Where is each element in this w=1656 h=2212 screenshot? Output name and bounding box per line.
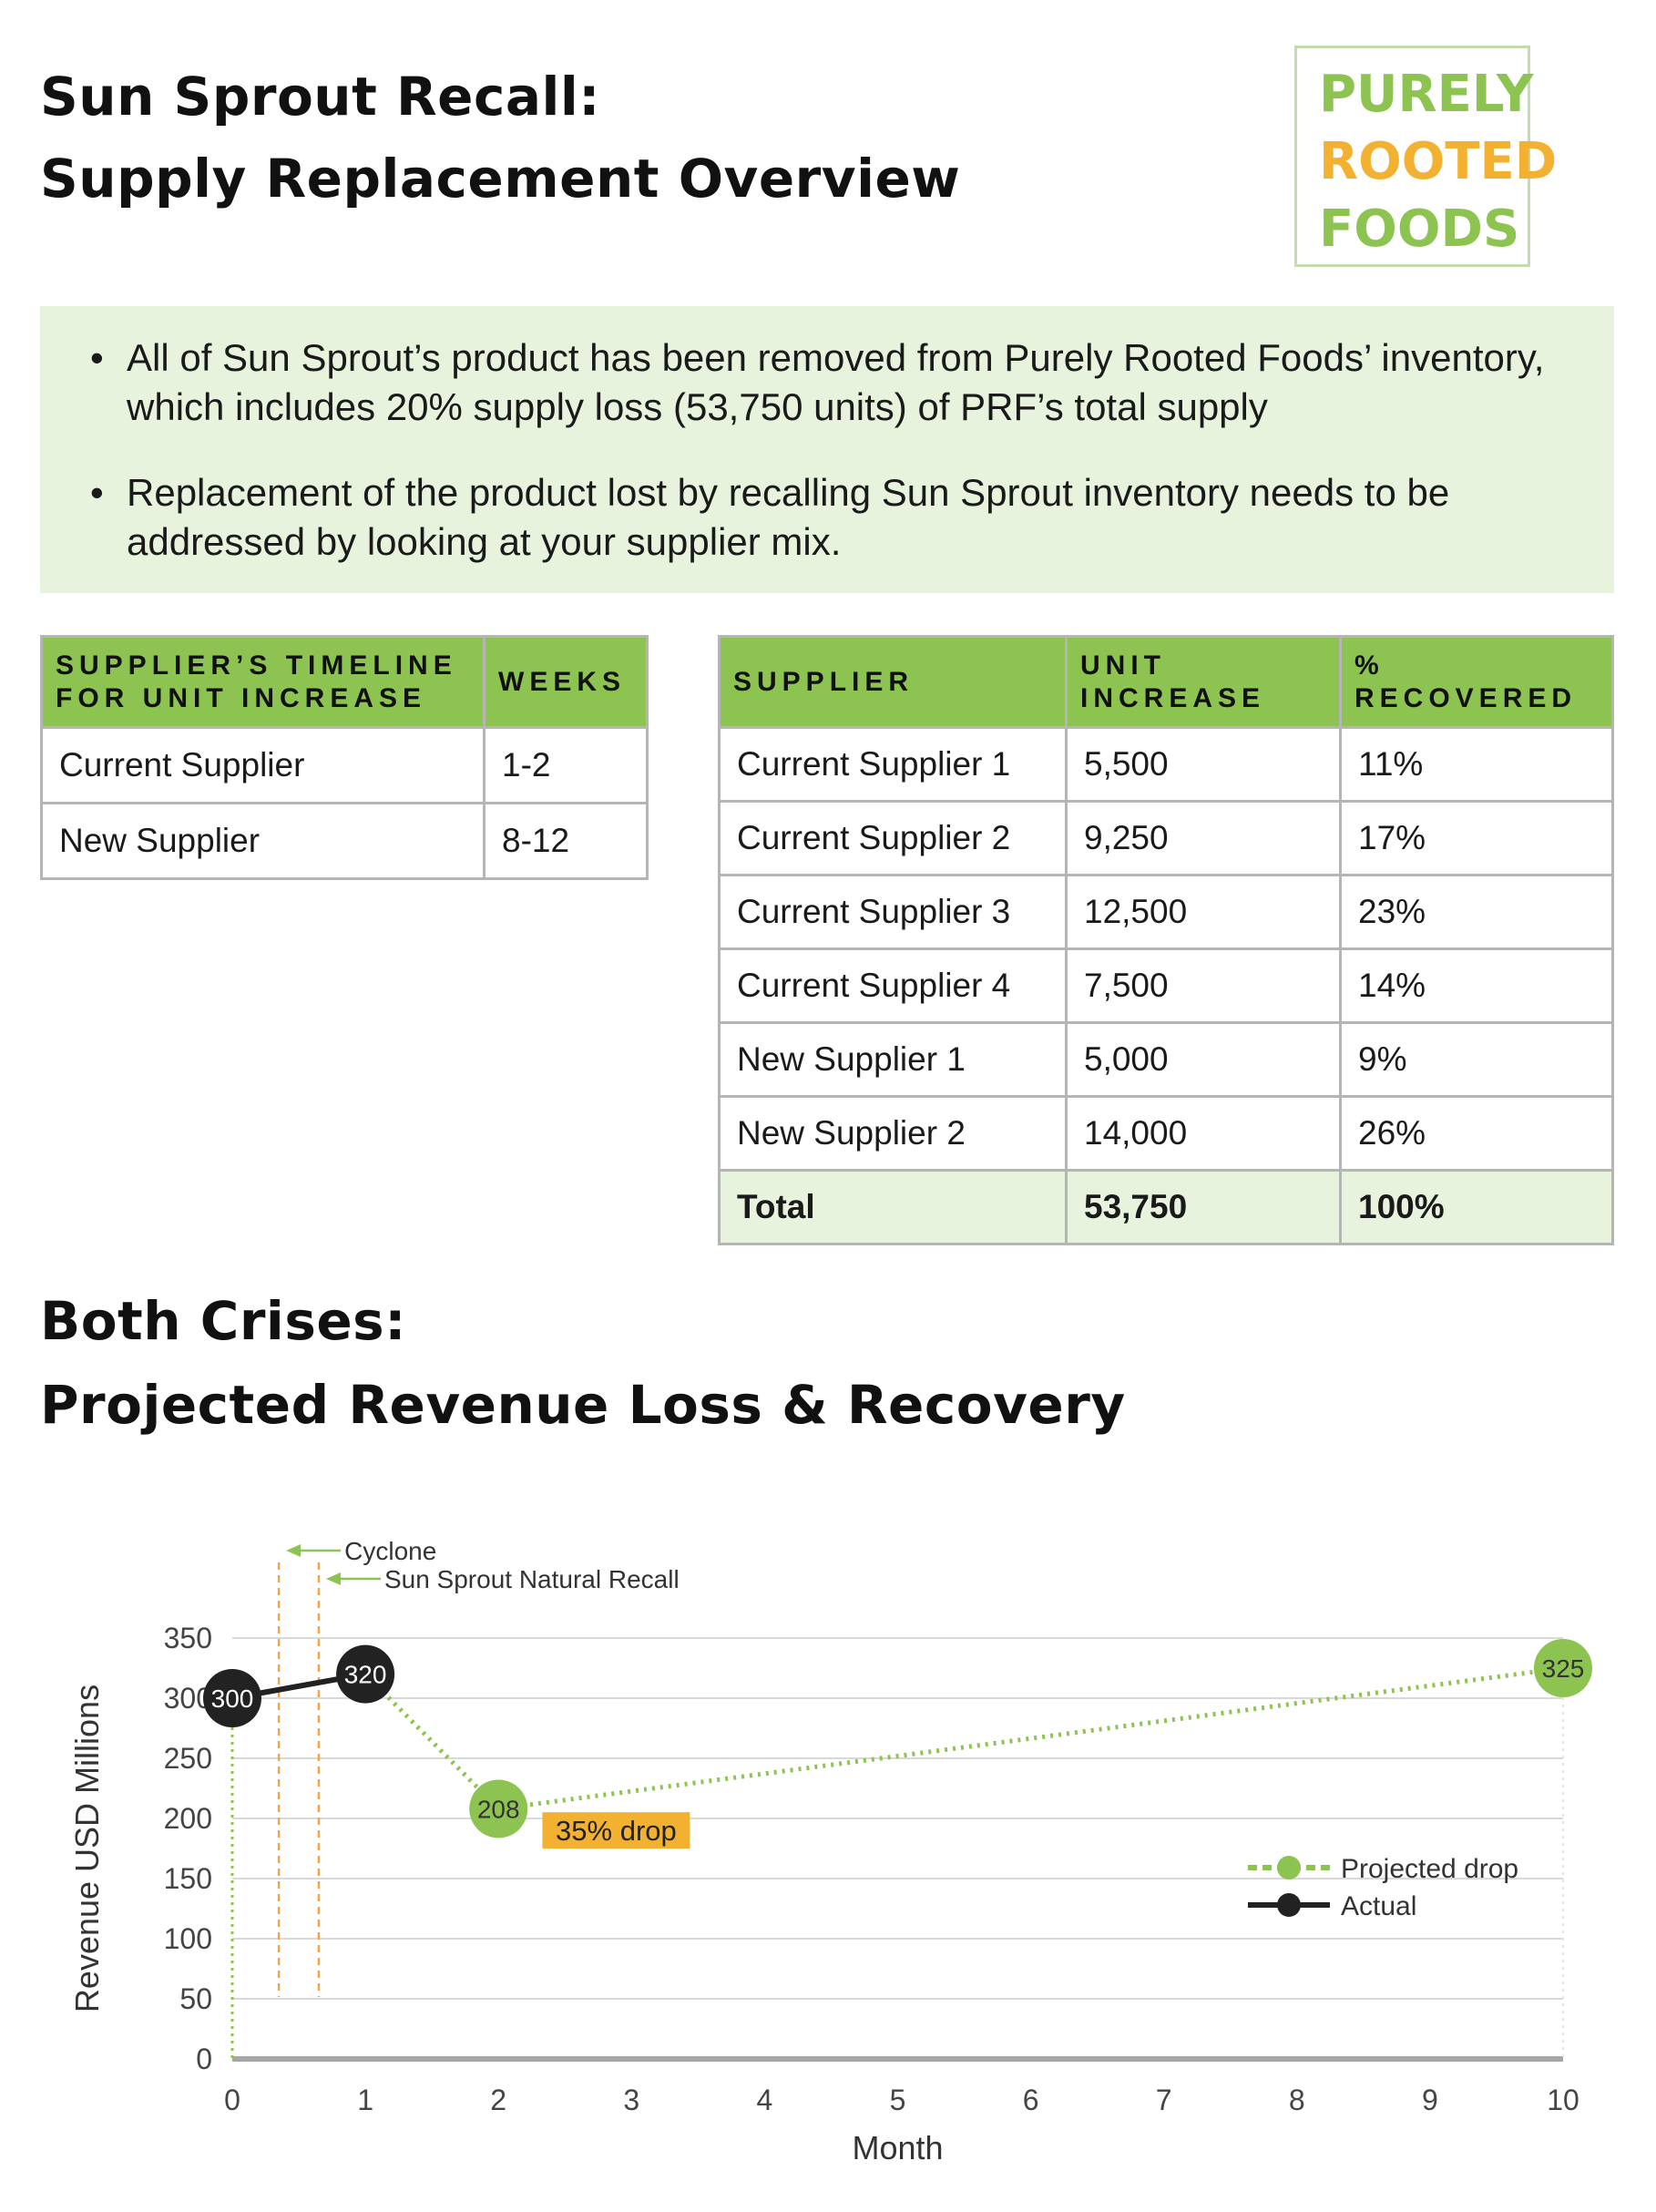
table-cell: 9,250	[1065, 800, 1342, 876]
table-cell: 53,750	[1065, 1169, 1342, 1245]
y-tick-label: 250	[164, 1742, 212, 1775]
data-label: 300	[211, 1685, 254, 1713]
x-tick-label: 2	[490, 2084, 506, 2116]
table-cell: 100%	[1339, 1169, 1614, 1245]
data-label: 208	[477, 1795, 520, 1823]
table-cell: 5,500	[1065, 726, 1342, 803]
table-cell: 17%	[1339, 800, 1614, 876]
table-total-row: Total 53,750 100%	[718, 1169, 1614, 1245]
table-cell: New Supplier	[40, 802, 486, 880]
bullet-text: Replacement of the product lost by recal…	[127, 471, 1450, 563]
timeline-header-weeks: WEEKS	[483, 635, 649, 729]
annotation-box	[542, 1812, 690, 1849]
data-point-marker	[1534, 1639, 1592, 1697]
data-label: 325	[1542, 1654, 1585, 1683]
x-tick-label: 0	[224, 2084, 240, 2116]
table-cell: 8-12	[483, 802, 649, 880]
supplier-header-name: SUPPLIER	[718, 635, 1068, 729]
x-tick-label: 10	[1547, 2084, 1579, 2116]
table-cell: 14%	[1339, 947, 1614, 1024]
table-cell: 11%	[1339, 726, 1614, 803]
event-arrow-icon	[286, 1544, 302, 1557]
table-cell: Current Supplier 2	[718, 800, 1068, 876]
table-cell: New Supplier 2	[718, 1095, 1068, 1172]
table-cell: 1-2	[483, 726, 649, 804]
table-cell: 5,000	[1065, 1021, 1342, 1098]
page-title-line2: Supply Replacement Overview	[40, 148, 961, 210]
logo-line1: PURELY	[1319, 65, 1534, 124]
table-row: New Supplier 1 5,000 9%	[718, 1021, 1614, 1098]
table-cell: 26%	[1339, 1095, 1614, 1172]
event-arrow-icon	[325, 1572, 341, 1585]
summary-bullets: • All of Sun Sprout’s product has been re…	[40, 306, 1614, 567]
company-logo: PURELY ROOTED FOODS	[1294, 46, 1558, 267]
table-row: Current Supplier 3 12,500 23%	[718, 874, 1614, 950]
table-row: Current Supplier 4 7,500 14%	[718, 947, 1614, 1024]
section-title-line1: Both Crises:	[40, 1290, 406, 1352]
x-tick-label: 9	[1422, 2084, 1438, 2116]
annotation-label: 35% drop	[556, 1815, 677, 1847]
y-tick-label: 200	[164, 1802, 212, 1835]
x-tick-label: 3	[623, 2084, 639, 2116]
x-tick-label: 1	[357, 2084, 373, 2116]
supplier-header-recovered: % RECOVERED	[1339, 635, 1614, 729]
bullet-dot-icon: •	[90, 471, 104, 514]
bullet-item: • Replacement of the product lost by reca…	[40, 468, 1548, 567]
y-tick-label: 0	[196, 2043, 212, 2075]
y-axis-label: Revenue USD Millions	[68, 1685, 106, 2012]
summary-panel: • All of Sun Sprout’s product has been re…	[40, 306, 1614, 593]
y-tick-label: 150	[164, 1862, 212, 1895]
x-tick-label: 7	[1156, 2084, 1172, 2116]
legend-label: Projected drop	[1341, 1854, 1518, 1884]
bullet-item: • All of Sun Sprout’s product has been re…	[40, 333, 1548, 432]
legend-marker	[1277, 1856, 1301, 1879]
y-tick-label: 100	[164, 1922, 212, 1955]
table-cell: 9%	[1339, 1021, 1614, 1098]
data-label: 320	[344, 1661, 387, 1689]
table-cell: 14,000	[1065, 1095, 1342, 1172]
table-cell: 23%	[1339, 874, 1614, 950]
table-row: New Supplier 8-12	[40, 802, 649, 880]
data-point-marker	[203, 1669, 261, 1727]
table-row: Current Supplier 2 9,250 17%	[718, 800, 1614, 876]
x-tick-label: 4	[757, 2084, 773, 2116]
x-tick-label: 5	[890, 2084, 906, 2116]
logo-line2: ROOTED	[1319, 132, 1558, 191]
table-cell: 7,500	[1065, 947, 1342, 1024]
table-cell: Current Supplier 4	[718, 947, 1068, 1024]
data-point-marker	[336, 1644, 395, 1704]
event-label: Sun Sprout Natural Recall	[384, 1565, 680, 1593]
table-cell: Current Supplier 1	[718, 726, 1068, 803]
x-axis-label: Month	[852, 2129, 943, 2166]
y-tick-label: 350	[164, 1622, 212, 1654]
data-point-marker	[469, 1779, 528, 1838]
table-row: New Supplier 2 14,000 26%	[718, 1095, 1614, 1172]
timeline-table: SUPPLIER’S TIMELINE FOR UNIT INCREASE WE…	[40, 635, 649, 880]
logo-line3: FOODS	[1319, 200, 1520, 259]
timeline-header-supplier: SUPPLIER’S TIMELINE FOR UNIT INCREASE	[40, 635, 486, 729]
supplier-table: SUPPLIER UNIT INCREASE % RECOVERED Curre…	[718, 635, 1614, 1245]
revenue-chart: 0 50 100 150 200 250 300 350 0 1 2 3 4 5 6 7 8 9 10 Month Re…	[68, 1537, 1592, 2166]
legend-label: Actual	[1341, 1891, 1416, 1921]
table-cell: Current Supplier	[40, 726, 486, 804]
bullet-text: All of Sun Sprout’s product has been rem…	[127, 336, 1545, 428]
x-tick-label: 6	[1023, 2084, 1039, 2116]
x-tick-label: 8	[1289, 2084, 1305, 2116]
table-cell: New Supplier 1	[718, 1021, 1068, 1098]
section-title-line2: Projected Revenue Loss & Recovery	[40, 1374, 1126, 1436]
y-tick-label: 50	[179, 1982, 212, 2015]
table-cell: Total	[718, 1169, 1068, 1245]
series-line	[363, 1665, 1564, 1812]
bullet-dot-icon: •	[90, 336, 104, 379]
legend-marker	[1277, 1893, 1301, 1917]
table-cell: 12,500	[1065, 874, 1342, 950]
supplier-header-units: UNIT INCREASE	[1065, 635, 1342, 729]
table-cell: Current Supplier 3	[718, 874, 1068, 950]
table-row: Current Supplier 1-2	[40, 726, 649, 804]
page-title-line1: Sun Sprout Recall:	[40, 66, 600, 128]
event-label: Cyclone	[344, 1537, 436, 1565]
table-row: Current Supplier 1 5,500 11%	[718, 726, 1614, 803]
